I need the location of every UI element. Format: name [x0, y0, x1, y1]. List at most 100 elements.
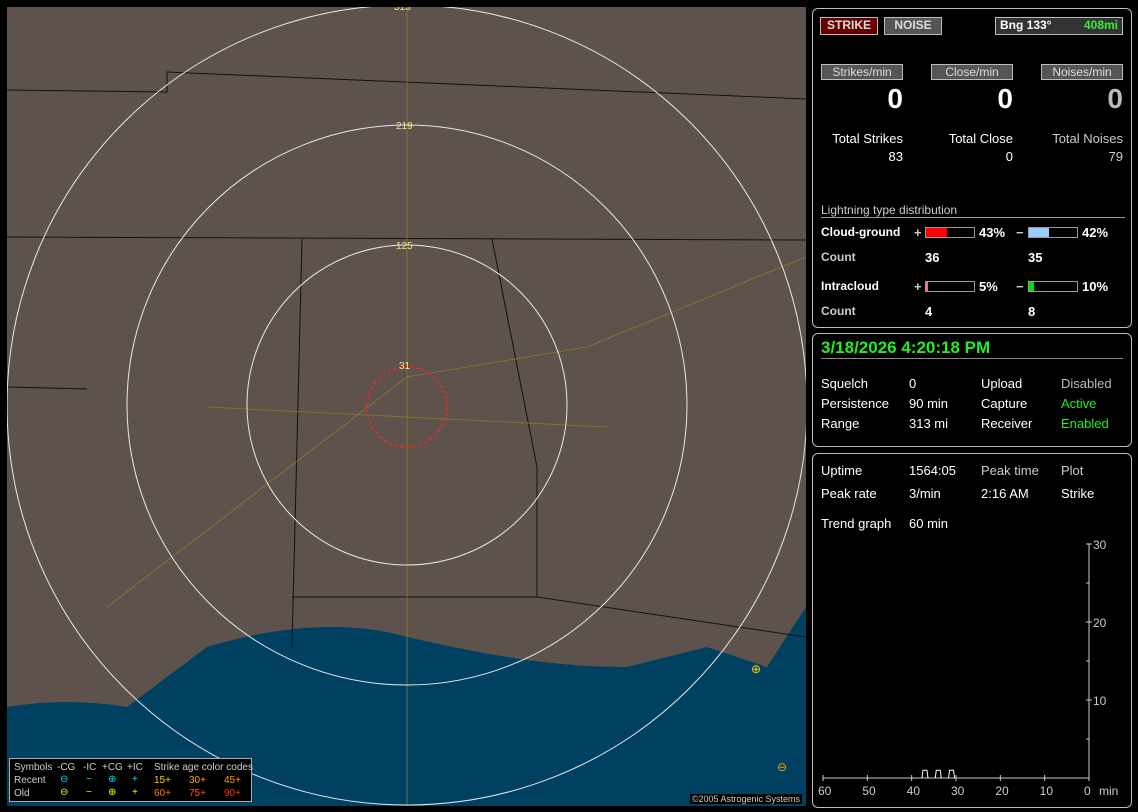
cg-neg-count: 35: [1028, 250, 1043, 265]
setting-value: 90 min: [909, 396, 949, 411]
setting-label: Squelch: [821, 376, 868, 391]
pos-ic-icon: +: [132, 787, 138, 798]
ring-label: 313: [394, 7, 411, 13]
status-label: Receiver: [981, 416, 1033, 431]
distance: 408mi: [1083, 18, 1118, 32]
cg-pos-count: 36: [925, 250, 940, 265]
cg-pos-fill: [926, 228, 947, 237]
y-tick-label: 20: [1093, 616, 1107, 630]
count-label: Count: [821, 250, 856, 264]
trend-label: Trend graph: [821, 516, 892, 531]
strike-toggle[interactable]: STRIKE: [820, 17, 878, 35]
total-noises-label: Total Noises: [1052, 131, 1123, 146]
cg-neg-bar: [1028, 227, 1078, 238]
ring-label: 125: [396, 241, 413, 252]
minus-sign: −: [1016, 279, 1024, 294]
strikes-per-min: 0: [887, 83, 903, 114]
x-tick-label: 20: [995, 784, 1009, 798]
uptime: 1564:05: [909, 463, 956, 478]
x-unit: min: [1099, 784, 1118, 798]
legend-header: -CG: [57, 762, 76, 773]
y-tick-label: 10: [1093, 694, 1107, 708]
clock: 3/18/2026 4:20:18 PM: [821, 338, 1123, 359]
strikes-per-min-button[interactable]: Strikes/min: [821, 64, 903, 80]
neg-ic-icon: −: [86, 774, 92, 785]
total-noises: 79: [1108, 149, 1123, 164]
trend-window[interactable]: 60 min: [909, 516, 949, 531]
strike-marker-icon[interactable]: ⊕: [751, 662, 762, 676]
y-tick-label: 30: [1093, 538, 1107, 552]
copyright: ©2005 Astrogenic Systems: [689, 794, 802, 804]
x-tick-label: 50: [862, 784, 876, 798]
trend-point: [921, 769, 929, 779]
trend-chart: 60 50 40 30 20 10 0 min 30 20 10: [818, 538, 1118, 798]
x-tick-label: 60: [818, 784, 832, 798]
ring-label: 31: [399, 361, 411, 372]
ic-pos-count: 4: [925, 304, 933, 319]
close-per-min: 0: [997, 83, 1013, 114]
x-tick-label: 30: [951, 784, 965, 798]
state-borders: [7, 71, 806, 648]
gulf-water: [7, 607, 806, 806]
highways: [106, 7, 806, 806]
total-strikes-label: Total Strikes: [832, 131, 903, 146]
setting-label: Range: [821, 416, 860, 431]
ic-neg-pct: 10%: [1082, 279, 1109, 294]
noises-per-min-button[interactable]: Noises/min: [1041, 64, 1123, 80]
age-code: 60+: [154, 788, 171, 799]
close-per-min-button[interactable]: Close/min: [931, 64, 1013, 80]
noises-per-min: 0: [1107, 83, 1123, 114]
cg-label: Cloud-ground: [821, 225, 901, 239]
age-code: 75+: [189, 788, 206, 799]
cg-pos-pct: 43%: [979, 225, 1006, 240]
ic-pos-fill: [926, 282, 929, 291]
noise-toggle[interactable]: NOISE: [884, 17, 942, 35]
legend-header: -IC: [83, 762, 97, 773]
pos-ic-icon: +: [132, 774, 138, 785]
age-code: 90+: [224, 788, 241, 799]
status-value: Disabled: [1061, 376, 1112, 391]
setting-value: 313 mi: [909, 416, 949, 431]
setting-label: Persistence: [821, 396, 889, 411]
counts-panel: STRIKE NOISE Bng 133° 408mi Strikes/min …: [812, 8, 1132, 328]
trend-point: [948, 769, 956, 779]
status-value: Active: [1061, 396, 1097, 411]
legend-header: Strike age color codes: [154, 762, 253, 773]
ring-label: 219: [396, 121, 413, 132]
cg-pos-bar: [925, 227, 975, 238]
pos-cg-icon: ⊕: [108, 787, 117, 798]
ic-neg-bar: [1028, 281, 1078, 292]
plus-sign: +: [914, 279, 922, 294]
ic-neg-fill: [1029, 282, 1034, 291]
neg-ic-icon: −: [86, 787, 92, 798]
plus-sign: +: [914, 225, 922, 240]
legend-old: Old: [14, 788, 30, 799]
legend-header: +IC: [127, 762, 143, 773]
minus-sign: −: [1016, 225, 1024, 240]
age-code: 30+: [189, 775, 206, 786]
x-tick-label: 0: [1084, 784, 1091, 798]
status-label: Upload: [981, 376, 1023, 391]
ic-pos-bar: [925, 281, 975, 292]
stats-panel: Uptime 1564:05 Peak time Plot Peak rate …: [812, 453, 1132, 808]
age-code: 45+: [224, 775, 241, 786]
lightning-map[interactable]: 313 219 125 31 ⊕ ⊖ ©2005 Astrogenic Syst…: [7, 7, 806, 806]
strike-marker-icon[interactable]: ⊖: [777, 760, 788, 774]
count-label: Count: [821, 304, 856, 318]
map-legend: Symbols -CG -IC +CG +IC Strike age color…: [9, 758, 253, 802]
total-close-label: Total Close: [948, 131, 1013, 146]
trend-point: [934, 769, 942, 779]
range-rings: [7, 7, 806, 806]
distribution-title: Lightning type distribution: [821, 203, 1125, 218]
pos-cg-icon: ⊕: [108, 774, 117, 785]
neg-cg-icon: ⊖: [60, 787, 69, 798]
peak-rate: 3/min: [909, 486, 941, 501]
plot-mode[interactable]: Strike: [1061, 486, 1095, 501]
status-value: Enabled: [1061, 416, 1109, 431]
uptime-label: Uptime: [821, 463, 863, 478]
bearing-readout: Bng 133° 408mi: [995, 17, 1123, 35]
total-strikes: 83: [888, 149, 903, 164]
bearing: Bng 133°: [1000, 18, 1052, 32]
peak-time-label: Peak time: [981, 463, 1039, 478]
ic-neg-count: 8: [1028, 304, 1036, 319]
